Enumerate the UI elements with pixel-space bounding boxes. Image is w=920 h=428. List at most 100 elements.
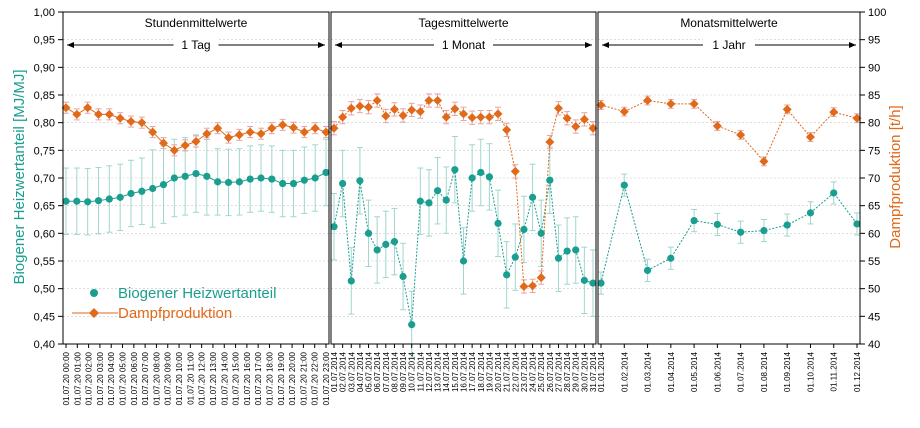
- point-dampf: [72, 109, 82, 119]
- point-dampf: [61, 103, 71, 113]
- point-biogen: [563, 247, 571, 255]
- x-tick-label: 01.07.20 21:00: [299, 351, 308, 405]
- x-tick-label: 14.07.2014: [442, 351, 451, 392]
- point-biogen: [330, 223, 338, 231]
- point-biogen: [425, 199, 433, 207]
- x-tick-label: 02.07.2014: [339, 351, 348, 392]
- point-biogen: [364, 229, 373, 237]
- x-tick-label: 01.07.20 11:00: [186, 351, 195, 404]
- point-dampf: [502, 125, 512, 135]
- x-tick-label: 01.12.2014: [853, 351, 862, 392]
- point-biogen: [159, 181, 168, 189]
- x-tick-label: 01.09.2014: [783, 351, 792, 392]
- x-tick-label: 01.04.2014: [667, 351, 676, 392]
- point-dampf: [104, 109, 114, 119]
- point-dampf: [433, 96, 443, 106]
- point-biogen: [783, 221, 791, 229]
- point-dampf: [545, 137, 555, 147]
- point-biogen: [105, 195, 113, 203]
- point-biogen: [528, 193, 537, 201]
- point-dampf: [424, 96, 434, 106]
- point-biogen: [830, 189, 838, 197]
- point-biogen: [620, 181, 628, 189]
- point-dampf: [596, 100, 606, 110]
- x-tick-label: 01.07.20 03:00: [96, 351, 105, 405]
- x-tick-label: 31.07.2014: [589, 351, 598, 392]
- x-tick-label: 01.07.20 05:00: [119, 351, 128, 405]
- point-biogen: [477, 168, 485, 177]
- point-dampf: [245, 127, 255, 137]
- legend-label-dampf: Dampfproduktion: [118, 305, 232, 322]
- x-tick-label: 06.07.2014: [373, 351, 382, 392]
- panel-title-3: Monatsmittelwerte: [680, 16, 778, 30]
- point-dampf: [321, 127, 331, 137]
- y-tick-label-right: 80: [868, 118, 880, 130]
- span-label: 1 Tag: [181, 38, 210, 52]
- point-biogen: [690, 217, 698, 225]
- x-tick-label: 01.07.20 14:00: [220, 351, 229, 405]
- x-tick-label: 25.07.2014: [537, 351, 546, 392]
- x-tick-label: 12.07.2014: [425, 351, 434, 392]
- point-dampf: [689, 99, 699, 109]
- span-label: 1 Jahr: [712, 38, 745, 52]
- point-dampf: [852, 113, 862, 123]
- y-tick-label-left: 0,55: [34, 256, 55, 268]
- point-dampf: [571, 122, 581, 132]
- legend-marker-biogen: [90, 289, 98, 297]
- y-tick-label-left: 1,00: [34, 7, 55, 19]
- legend-label-biogen: Biogener Heizwertanteil: [118, 285, 276, 302]
- y-tick-label-right: 60: [868, 228, 880, 240]
- y-tick-label-right: 65: [868, 201, 880, 213]
- x-tick-label: 01.11.2014: [830, 351, 839, 391]
- point-biogen: [537, 229, 545, 237]
- x-tick-label: 01.07.20 20:00: [288, 351, 297, 405]
- point-biogen: [170, 174, 178, 182]
- x-tick-label: 01.02.2014: [620, 351, 629, 392]
- point-dampf: [346, 103, 356, 113]
- y-tick-label-left: 0,45: [34, 311, 55, 323]
- point-biogen: [339, 179, 347, 188]
- x-tick-label: 01.07.20 08:00: [152, 351, 161, 405]
- x-tick-label: 30.07.2014: [580, 351, 589, 392]
- point-dampf: [759, 156, 769, 166]
- x-tick-label: 01.06.2014: [713, 351, 722, 392]
- point-biogen: [399, 272, 407, 281]
- point-dampf: [289, 123, 298, 133]
- point-biogen: [511, 253, 519, 261]
- point-dampf: [536, 273, 546, 283]
- y-tick-label-left: 0,40: [34, 339, 55, 351]
- x-tick-label: 01.03.2014: [644, 351, 653, 392]
- point-dampf: [441, 112, 451, 122]
- x-tick-label: 04.07.2014: [356, 351, 365, 392]
- point-dampf: [562, 113, 572, 123]
- point-dampf: [553, 103, 563, 113]
- legend: Biogener Heizwertanteil Dampfproduktion: [72, 285, 276, 322]
- point-biogen: [554, 254, 563, 262]
- x-tick-label: 28.07.2014: [563, 351, 572, 392]
- y-tick-label-right: 75: [868, 145, 880, 157]
- point-biogen: [485, 173, 493, 181]
- y-tick-label-right: 40: [868, 339, 880, 351]
- arrow-head-left: [67, 42, 74, 48]
- point-dampf: [398, 110, 408, 120]
- point-dampf: [329, 123, 339, 133]
- point-biogen: [246, 175, 254, 183]
- point-dampf: [619, 107, 629, 117]
- point-biogen: [580, 276, 588, 284]
- point-dampf: [467, 113, 477, 123]
- point-biogen: [494, 219, 502, 227]
- x-tick-label: 01.08.2014: [760, 351, 769, 392]
- arrow-head-right: [318, 42, 325, 48]
- x-tick-label: 01.07.20 18:00: [265, 351, 274, 405]
- y-tick-label-left: 0,65: [34, 201, 55, 213]
- point-dampf: [94, 109, 103, 119]
- point-biogen: [597, 279, 605, 287]
- x-tick-label: 20.07.2014: [494, 351, 503, 392]
- point-biogen: [737, 228, 745, 236]
- point-biogen: [459, 257, 468, 265]
- point-dampf: [191, 136, 201, 146]
- x-tick-label: 01.05.2014: [690, 351, 699, 392]
- x-tick-label: 09.07.2014: [399, 351, 408, 392]
- point-dampf: [213, 123, 223, 133]
